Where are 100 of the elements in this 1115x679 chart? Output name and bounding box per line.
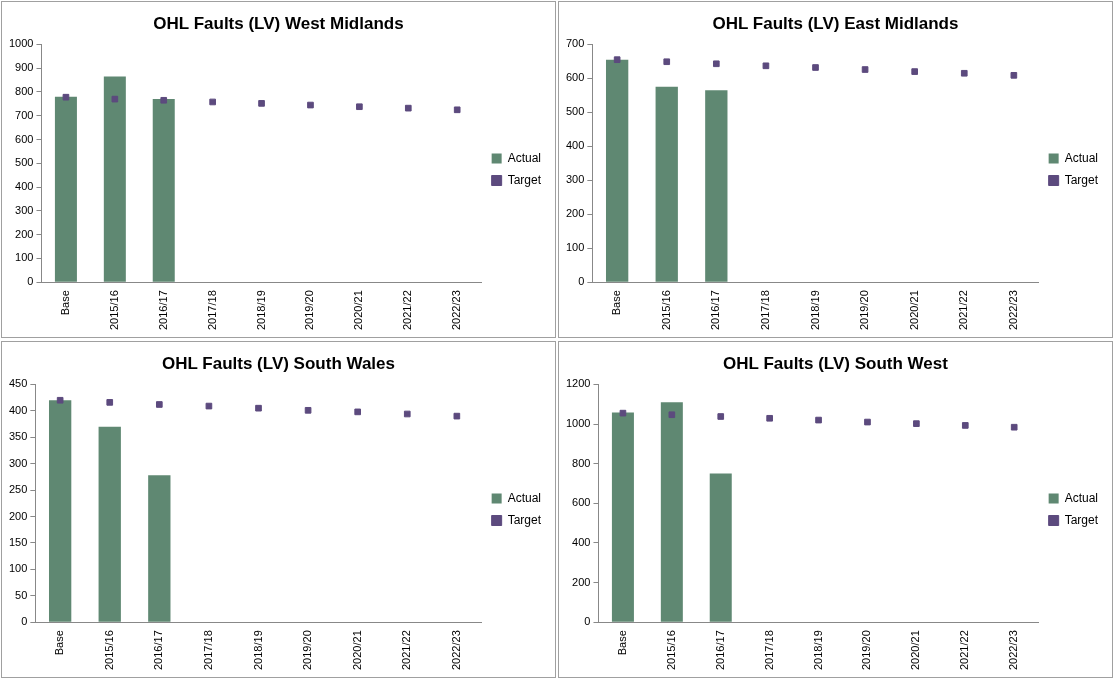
chart-title: OHL Faults (LV) South West <box>723 353 949 373</box>
x-tick-label: 2017/18 <box>762 630 775 670</box>
x-tick-label: 2016/17 <box>709 290 722 330</box>
bar <box>98 426 121 622</box>
x-tick-label: 2018/19 <box>251 630 264 670</box>
bar <box>54 96 77 282</box>
x-tick-label: 2016/17 <box>156 290 169 330</box>
x-tick-label: 2020/21 <box>909 630 922 670</box>
y-tick-label: 600 <box>572 496 591 509</box>
y-tick-label: 0 <box>578 275 585 288</box>
y-tick-label: 300 <box>8 456 28 469</box>
x-tick-label: 2017/18 <box>758 290 771 330</box>
point <box>354 408 362 416</box>
y-tick-label: 600 <box>15 132 34 145</box>
point <box>913 420 920 427</box>
legend-label: Actual <box>507 150 542 165</box>
point <box>961 422 969 429</box>
x-tick-label: 2015/16 <box>107 290 120 330</box>
y-tick-label: 200 <box>8 509 28 522</box>
point <box>453 412 461 420</box>
x-tick-label: 2022/23 <box>449 630 462 670</box>
x-tick-label: Base <box>53 630 66 656</box>
bar <box>148 475 171 622</box>
y-tick-label: 100 <box>565 241 585 254</box>
bar <box>611 412 634 622</box>
y-tick-label: 350 <box>8 430 28 443</box>
bar <box>103 76 126 282</box>
y-tick-label: 700 <box>565 37 585 50</box>
point <box>205 402 213 410</box>
bar <box>709 473 732 622</box>
x-tick-label: 2020/21 <box>350 630 363 670</box>
x-tick-label: 2019/20 <box>858 290 871 330</box>
x-tick-label: 2015/16 <box>659 290 672 330</box>
legend-label: Actual <box>1064 490 1099 505</box>
x-tick-label: 2018/19 <box>254 290 267 330</box>
x-tick-label: 2021/22 <box>400 630 413 670</box>
y-tick-label: 600 <box>565 71 585 84</box>
y-tick-label: 800 <box>572 456 591 469</box>
legend-label: Actual <box>507 490 542 505</box>
y-tick-label: 200 <box>565 207 585 220</box>
y-tick-label: 400 <box>8 403 28 416</box>
chart-title: OHL Faults (LV) East Midlands <box>712 13 959 33</box>
y-tick-label: 1200 <box>565 377 591 390</box>
y-tick-label: 0 <box>584 615 591 628</box>
x-tick-label: 2019/20 <box>303 290 316 330</box>
x-tick-label: 2019/20 <box>301 630 314 670</box>
y-tick-label: 300 <box>565 173 585 186</box>
y-tick-label: 200 <box>572 575 591 588</box>
x-tick-label: 2022/23 <box>1007 630 1020 670</box>
bar <box>605 59 629 282</box>
y-tick-label: 300 <box>15 203 34 216</box>
x-tick-label: 2015/16 <box>102 630 115 670</box>
point <box>56 396 64 404</box>
x-tick-label: 2018/19 <box>811 630 824 670</box>
y-tick-label: 100 <box>8 562 28 575</box>
x-tick-label: 2015/16 <box>664 630 677 670</box>
y-tick-label: 0 <box>27 275 34 288</box>
y-tick-label: 250 <box>8 483 28 496</box>
y-tick-label: 700 <box>15 108 34 121</box>
x-tick-label: 2020/21 <box>907 290 920 330</box>
point <box>717 413 725 420</box>
y-tick-label: 800 <box>15 85 34 97</box>
x-tick-label: 2016/17 <box>152 630 165 670</box>
x-tick-label: Base <box>58 290 71 316</box>
point <box>106 399 114 406</box>
x-tick-label: 2017/18 <box>205 290 218 330</box>
bar <box>152 99 175 282</box>
x-tick-label: 2020/21 <box>352 290 365 330</box>
x-tick-label: Base <box>615 630 628 656</box>
y-tick-label: 500 <box>565 105 585 118</box>
y-tick-label: 150 <box>8 535 28 548</box>
legend-label: Actual <box>1064 150 1099 165</box>
y-tick-label: 400 <box>565 139 585 152</box>
legend-label: Target <box>1064 512 1099 527</box>
legend-label: Target <box>1064 172 1099 187</box>
x-tick-label: 2021/22 <box>401 290 414 330</box>
legend-label: Target <box>507 512 542 527</box>
x-tick-label: 2022/23 <box>450 290 463 330</box>
x-tick-label: 2018/19 <box>808 290 821 330</box>
chart-title: OHL Faults (LV) South Wales <box>162 353 395 373</box>
x-tick-label: 2017/18 <box>201 630 214 670</box>
y-tick-label: 50 <box>15 588 28 601</box>
bar <box>48 400 72 622</box>
x-tick-label: 2022/23 <box>1006 290 1019 330</box>
point <box>304 406 312 414</box>
point <box>1010 423 1018 431</box>
y-tick-label: 500 <box>15 156 34 169</box>
y-tick-label: 900 <box>15 61 34 74</box>
y-tick-label: 400 <box>15 180 34 193</box>
bar <box>705 90 728 282</box>
bar <box>660 402 683 622</box>
x-tick-label: 2019/20 <box>860 630 873 670</box>
point <box>403 410 411 418</box>
y-tick-label: 0 <box>21 615 28 628</box>
y-tick-label: 100 <box>15 251 34 264</box>
point <box>766 414 773 422</box>
y-tick-label: 1000 <box>8 37 34 50</box>
y-tick-label: 1000 <box>565 417 591 430</box>
bar <box>655 86 678 282</box>
y-tick-label: 450 <box>8 377 28 390</box>
